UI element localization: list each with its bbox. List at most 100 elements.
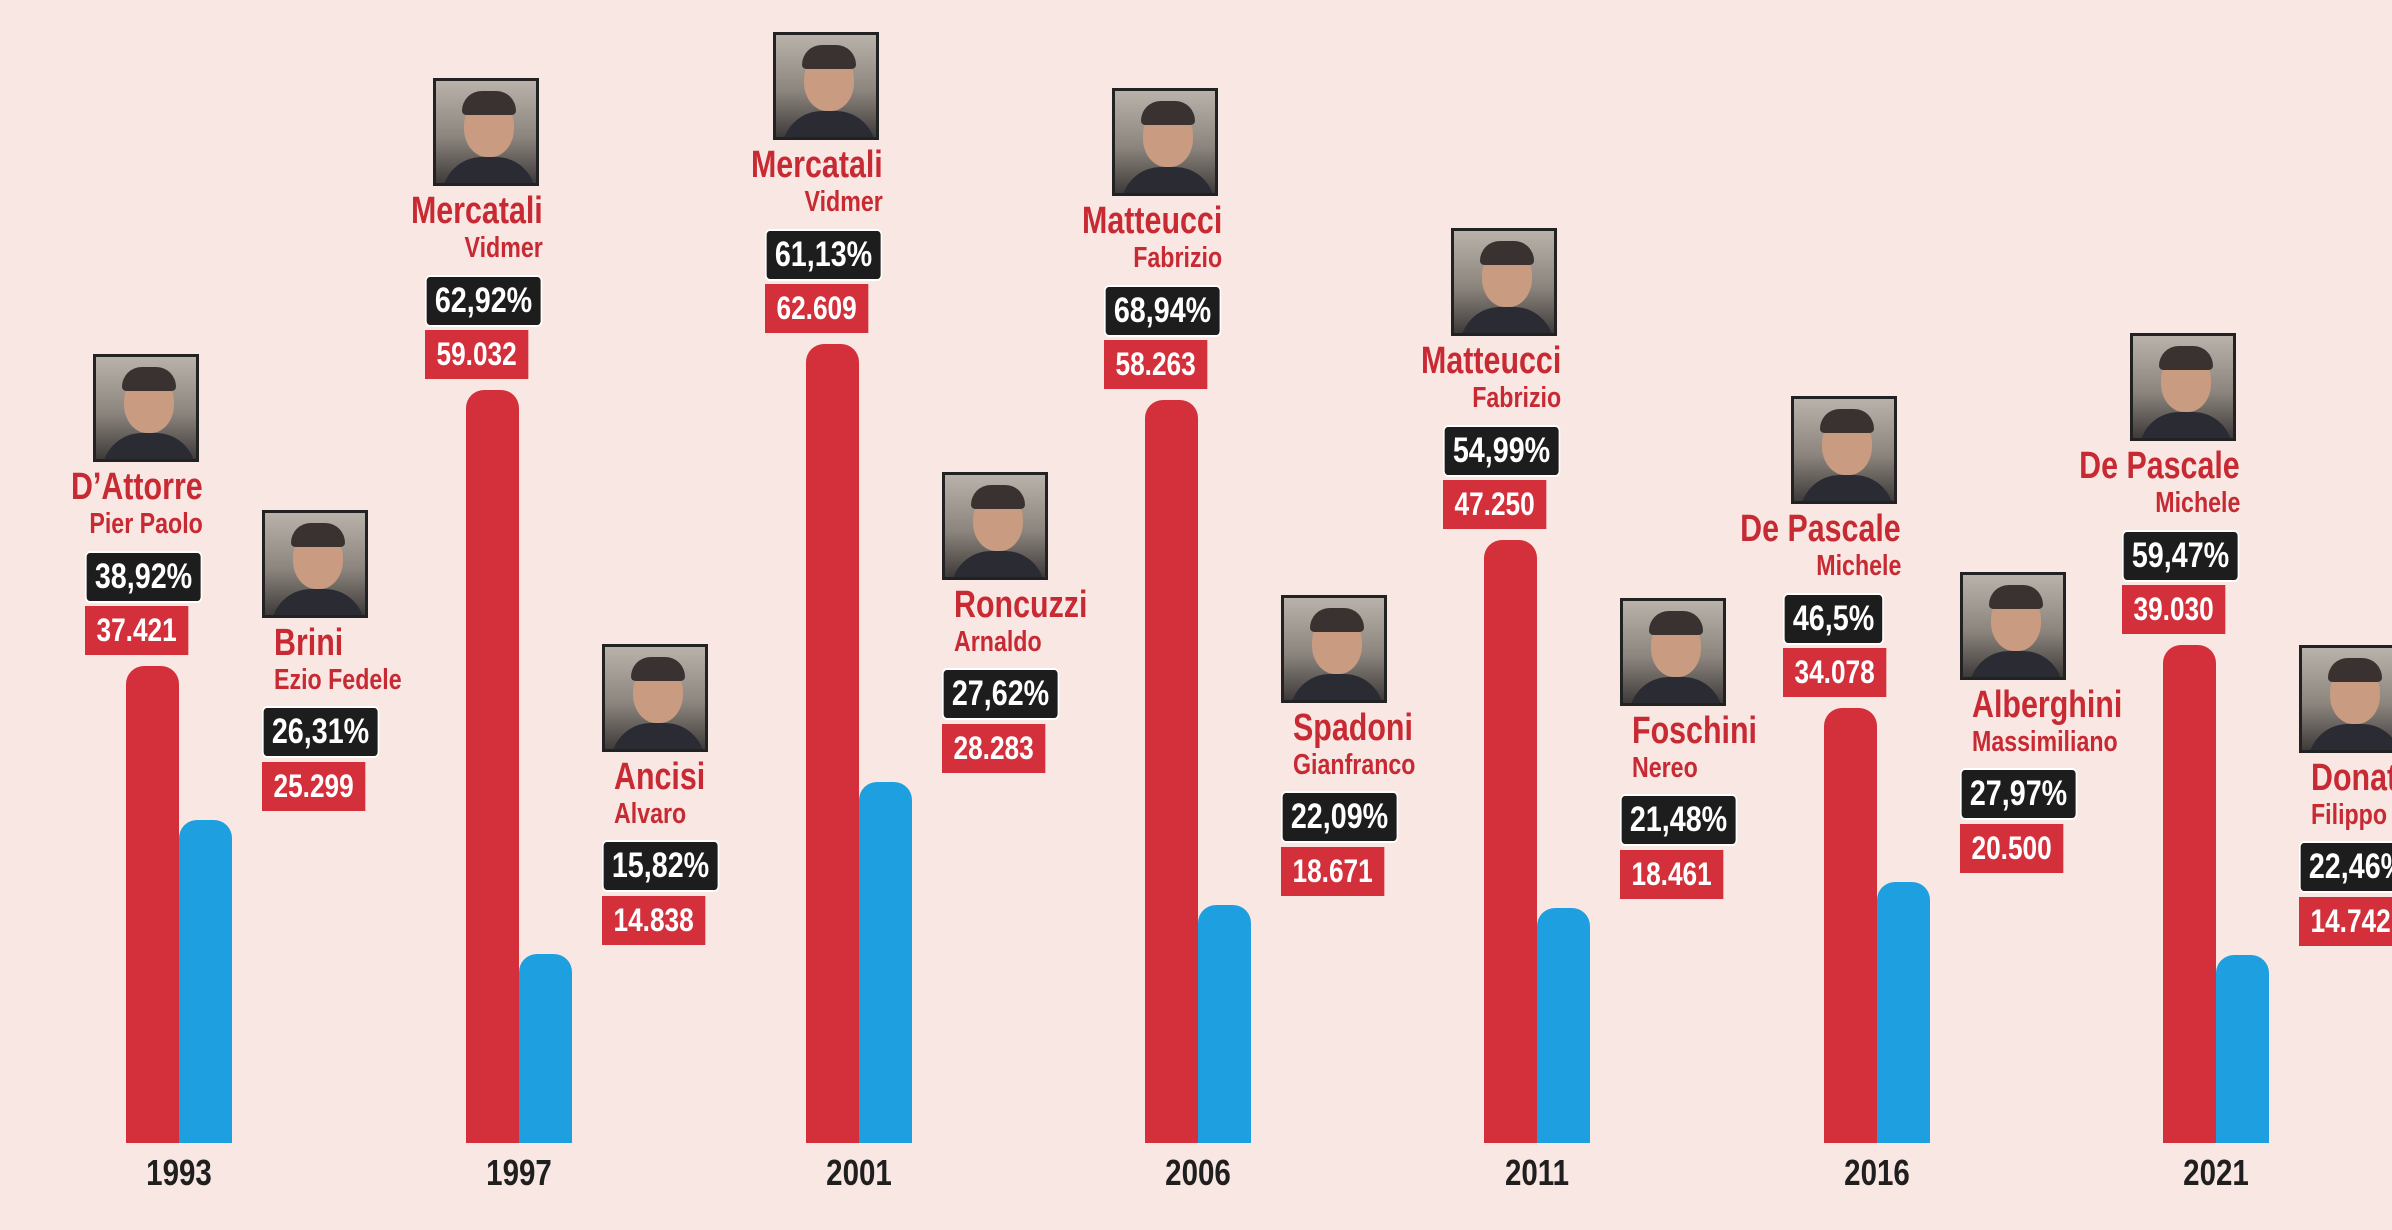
runner-up-percent-label: 22,09% <box>1281 790 1399 843</box>
runner-up-percent-label: 26,31% <box>262 706 380 759</box>
bar-winner-2011 <box>1484 540 1537 1143</box>
runner-up-votes-label: 14.742 <box>2299 896 2392 946</box>
winner-photo <box>433 78 539 186</box>
winner-votes-label: 47.250 <box>1443 480 1547 530</box>
runner-up-photo <box>1281 594 1387 703</box>
winner-votes-label: 58.263 <box>1104 339 1208 389</box>
runner-up-photo <box>602 643 708 752</box>
runner-up-first-name: Massimiliano <box>1972 725 2118 758</box>
winner-photo-hair <box>1480 241 1534 266</box>
runner-up-percent-label: 21,48% <box>1620 793 1738 846</box>
winner-percent-label: 46,5% <box>1783 593 1885 646</box>
winner-photo <box>1791 396 1897 505</box>
runner-up-photo-hair <box>291 523 345 548</box>
runner-up-surname: Ancisi <box>614 755 706 798</box>
bar-winner-1993 <box>126 665 179 1143</box>
winner-photo-shoulders <box>442 157 536 183</box>
winner-surname: Matteucci <box>1081 199 1222 242</box>
winner-surname: Mercatali <box>751 144 883 187</box>
winner-percent-label: 61,13% <box>765 229 883 282</box>
winner-photo <box>2130 333 2236 442</box>
bar-runner-up-1997 <box>519 953 572 1143</box>
year-label-2001: 2001 <box>826 1152 892 1193</box>
bar-winner-2016 <box>1824 708 1877 1143</box>
winner-photo-shoulders <box>2139 412 2233 439</box>
runner-up-photo <box>2299 644 2392 753</box>
runner-up-photo-shoulders <box>951 551 1045 578</box>
runner-up-photo-shoulders <box>271 589 365 616</box>
year-label-1993: 1993 <box>146 1152 212 1193</box>
runner-up-surname: Spadoni <box>1293 706 1413 749</box>
runner-up-first-name: Gianfranco <box>1293 748 1416 781</box>
runner-up-photo-hair <box>631 656 685 681</box>
runner-up-photo <box>1960 571 2066 680</box>
winner-photo <box>1451 228 1557 337</box>
runner-up-surname: Brini <box>274 622 344 665</box>
winner-photo-shoulders <box>1800 475 1894 502</box>
runner-up-photo-shoulders <box>1629 676 1723 703</box>
runner-up-surname: Alberghini <box>1972 683 2123 726</box>
winner-percent-label: 62,92% <box>425 275 543 327</box>
winner-surname: D’Attorre <box>71 465 203 508</box>
bar-winner-2006 <box>1145 399 1198 1143</box>
winner-surname: Matteucci <box>1420 340 1561 383</box>
runner-up-photo <box>1620 597 1726 706</box>
winner-percent-label: 54,99% <box>1443 425 1561 478</box>
winner-photo-shoulders <box>102 432 196 459</box>
winner-photo-hair <box>2159 346 2213 371</box>
runner-up-first-name: Arnaldo <box>954 626 1042 659</box>
runner-up-first-name: Alvaro <box>614 797 687 830</box>
runner-up-votes-label: 20.500 <box>1960 823 2064 873</box>
winner-surname: De Pascale <box>1740 508 1901 551</box>
runner-up-surname: Donati <box>2311 756 2392 799</box>
runner-up-photo-hair <box>2328 657 2382 682</box>
bar-runner-up-2021 <box>2216 954 2269 1143</box>
runner-up-photo-shoulders <box>611 722 705 749</box>
runner-up-photo-shoulders <box>2308 723 2392 750</box>
year-label-1997: 1997 <box>486 1152 552 1193</box>
winner-surname: Mercatali <box>411 190 543 232</box>
runner-up-photo-shoulders <box>1969 650 2063 677</box>
runner-up-photo-hair <box>1649 610 1703 635</box>
bar-winner-2021 <box>2163 645 2216 1143</box>
winner-first-name: Michele <box>1815 550 1901 583</box>
winner-first-name: Vidmer <box>464 232 543 264</box>
runner-up-photo <box>262 510 368 619</box>
runner-up-first-name: Nereo <box>1632 751 1698 784</box>
runner-up-percent-label: 15,82% <box>602 839 720 892</box>
winner-votes-label: 39.030 <box>2122 585 2226 635</box>
bar-runner-up-2001 <box>859 782 912 1143</box>
winner-first-name: Vidmer <box>804 186 883 219</box>
winner-votes-label: 37.421 <box>85 605 189 655</box>
runner-up-votes-label: 18.671 <box>1281 846 1385 896</box>
winner-first-name: Fabrizio <box>1133 241 1222 274</box>
bar-runner-up-1993 <box>179 820 232 1143</box>
runner-up-first-name: Ezio Fedele <box>274 664 402 697</box>
winner-photo-shoulders <box>1121 166 1215 193</box>
winner-photo <box>93 353 199 462</box>
bar-runner-up-2016 <box>1877 881 1930 1143</box>
runner-up-photo-hair <box>971 485 1025 510</box>
winner-photo-hair <box>1820 409 1874 434</box>
runner-up-votes-label: 18.461 <box>1620 849 1724 899</box>
runner-up-photo-hair <box>1310 607 1364 632</box>
winner-first-name: Pier Paolo <box>89 507 203 540</box>
year-label-2021: 2021 <box>2183 1152 2249 1193</box>
runner-up-percent-label: 27,97% <box>1960 767 2078 820</box>
runner-up-votes-label: 28.283 <box>942 724 1046 774</box>
bar-runner-up-2006 <box>1198 904 1251 1143</box>
winner-percent-label: 68,94% <box>1104 284 1222 337</box>
winner-photo-hair <box>802 45 856 70</box>
bar-winner-1997 <box>466 390 519 1143</box>
winner-photo-shoulders <box>1460 307 1554 334</box>
winner-surname: De Pascale <box>2079 445 2240 488</box>
bar-runner-up-2011 <box>1537 907 1590 1143</box>
winner-percent-label: 59,47% <box>2122 530 2240 583</box>
winner-photo-shoulders <box>782 111 876 138</box>
winner-photo-hair <box>462 91 516 115</box>
runner-up-percent-label: 22,46% <box>2299 840 2392 893</box>
year-label-2016: 2016 <box>1844 1152 1910 1193</box>
winner-votes-label: 34.078 <box>1783 648 1887 698</box>
winner-first-name: Fabrizio <box>1472 382 1561 415</box>
